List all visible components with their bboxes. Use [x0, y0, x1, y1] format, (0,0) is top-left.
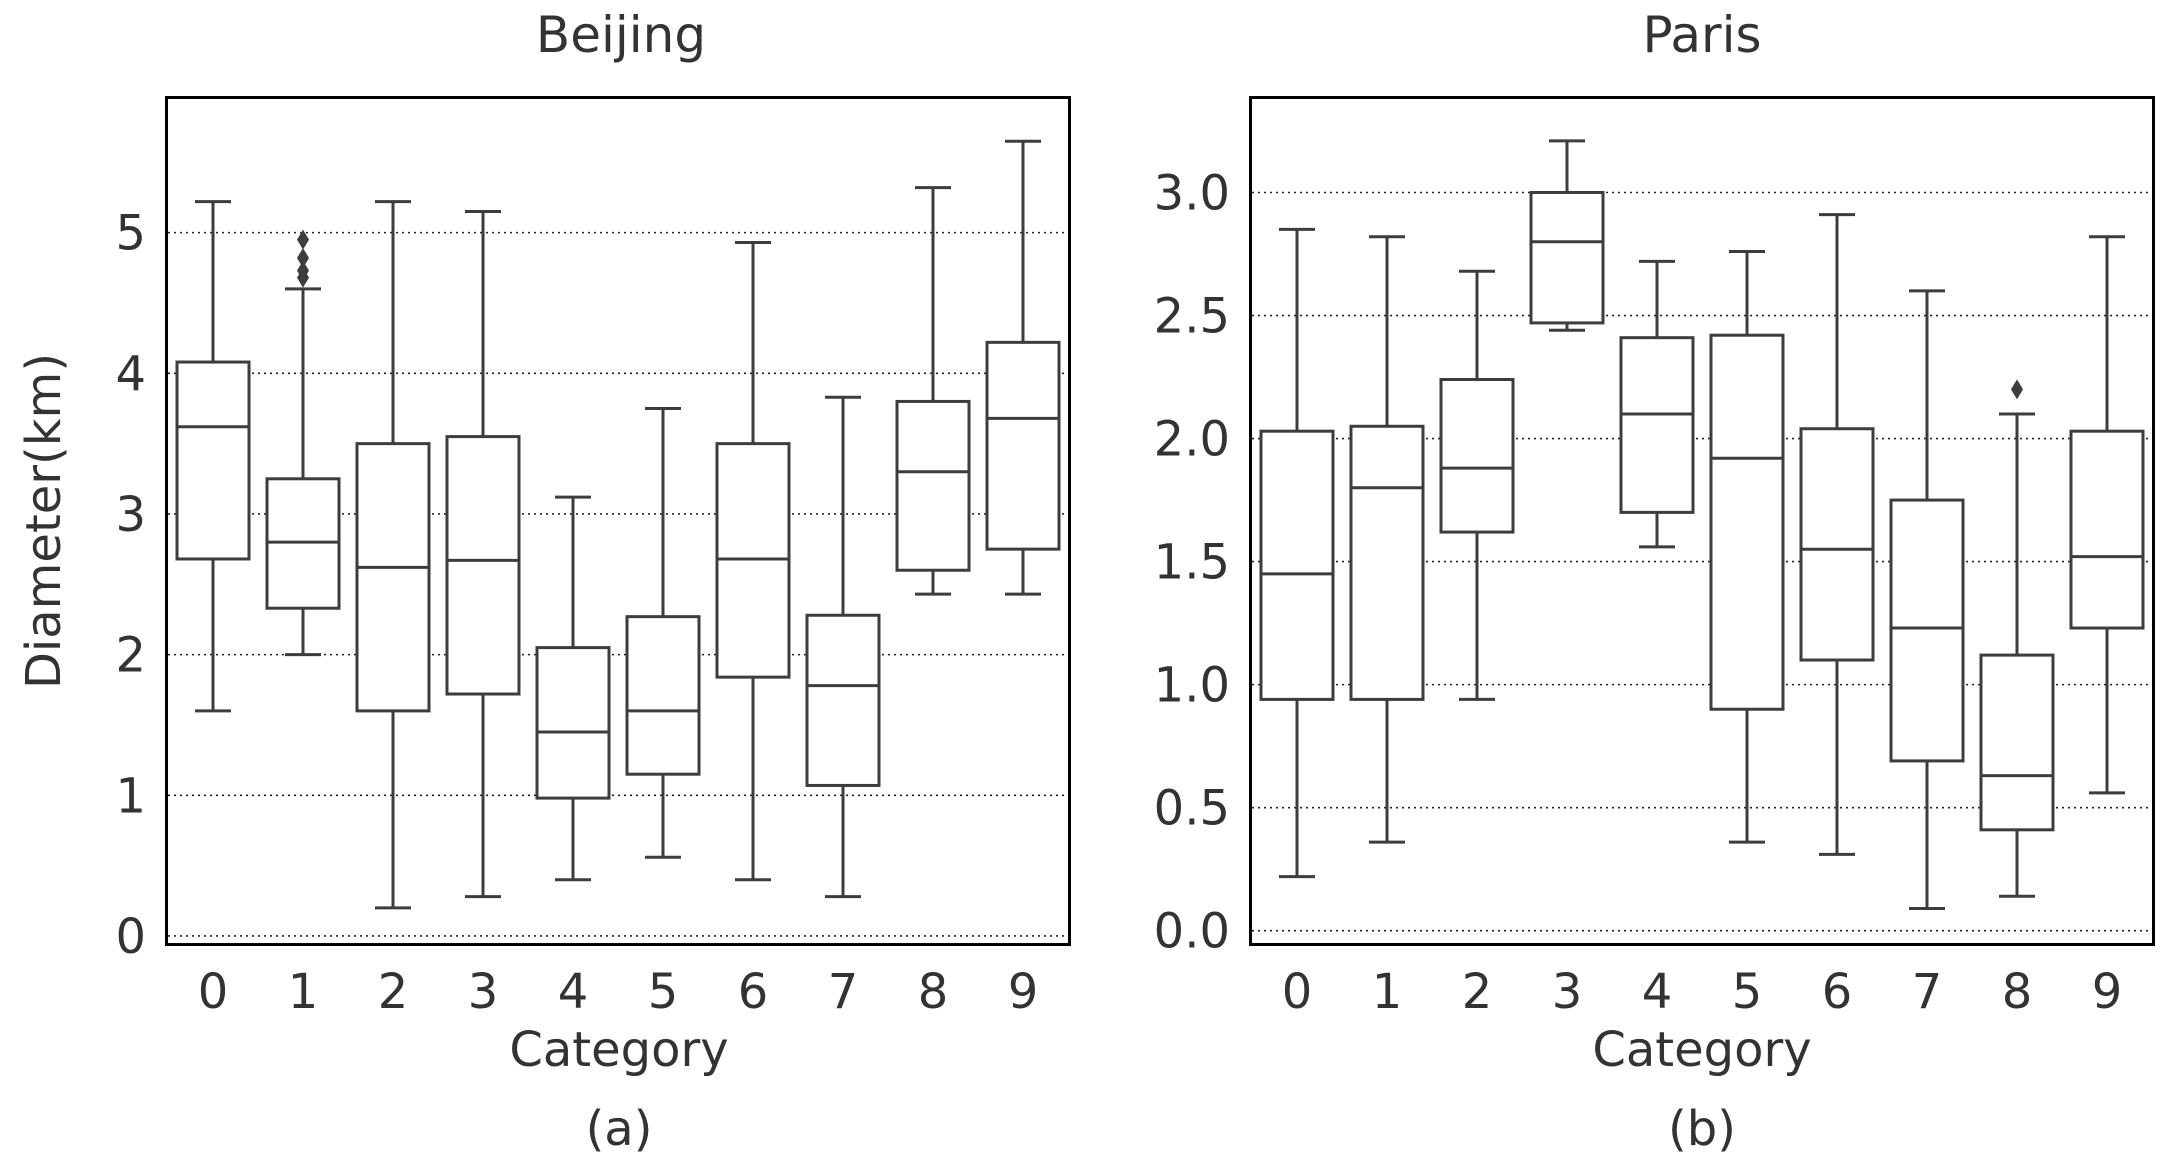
box-category-3 [1529, 139, 1605, 332]
y-tick-label: 1 [115, 768, 146, 824]
box-category-0 [1259, 227, 1335, 879]
y-tick-label: 3.0 [1154, 166, 1230, 222]
outlier-marker [297, 229, 309, 250]
y-tick-label: 2.5 [1154, 289, 1230, 345]
box-category-7 [1889, 289, 1965, 911]
y-tick-label: 0.5 [1154, 781, 1230, 837]
iqr-box [1349, 424, 1425, 701]
chart-title-paris: Paris [1642, 6, 1761, 64]
box-category-6 [715, 240, 791, 882]
outlier-marker [297, 260, 309, 281]
outlier-marker [2011, 379, 2023, 400]
caption-beijing: (a) [586, 1101, 653, 1157]
box-category-7 [805, 395, 881, 899]
iqr-box [1619, 336, 1695, 514]
y-tick-label: 1.5 [1154, 535, 1230, 591]
plot-frame-paris [1249, 96, 2155, 946]
x-tick-label: 5 [1732, 964, 1763, 1020]
iqr-box [2069, 429, 2145, 630]
x-tick-label: 5 [648, 964, 679, 1020]
x-tick-label: 7 [1912, 964, 1943, 1020]
y-axis-label-beijing: Diameter(km) [16, 353, 72, 689]
iqr-box [1979, 653, 2055, 832]
box-category-6 [1799, 213, 1875, 856]
box-category-1 [1349, 235, 1425, 844]
x-ticks-beijing: 0 1 2 3 4 5 6 7 8 9 [198, 964, 1039, 1020]
iqr-box [1259, 429, 1335, 701]
y-ticks-beijing: 0 1 2 3 4 5 [115, 206, 146, 965]
x-tick-label: 6 [738, 964, 769, 1020]
x-tick-label: 3 [1552, 964, 1583, 1020]
box-category-9 [985, 139, 1061, 596]
x-tick-label: 1 [288, 964, 319, 1020]
panel-beijing: Beijing 0 1 2 3 4 5 0 1 2 3 4 5 6 7 8 9 Diameter(km) C… [16, 6, 1071, 1157]
y-tick-label: 3 [115, 487, 146, 543]
x-tick-label: 2 [378, 964, 409, 1020]
iqr-box [1439, 378, 1515, 534]
x-tick-label: 6 [1822, 964, 1853, 1020]
box-category-8 [1979, 379, 2055, 898]
x-tick-label: 9 [2092, 964, 2123, 1020]
box-category-2 [1439, 269, 1515, 701]
iqr-box [1799, 427, 1875, 662]
x-tick-label: 8 [2002, 964, 2033, 1020]
iqr-box [1529, 191, 1605, 325]
iqr-box [355, 442, 431, 713]
x-tick-label: 1 [1372, 964, 1403, 1020]
x-tick-label: 4 [558, 964, 589, 1020]
box-category-5 [1709, 250, 1785, 844]
iqr-box [895, 399, 971, 572]
x-axis-label-paris: Category [1592, 1022, 1811, 1078]
box-category-2 [355, 200, 431, 910]
chart-title-beijing: Beijing [536, 6, 706, 64]
y-ticks-paris: 0.0 0.5 1.0 1.5 2.0 2.5 3.0 [1154, 166, 1230, 960]
iqr-box [1709, 333, 1785, 711]
outlier-marker [297, 247, 309, 268]
boxes-paris [1259, 139, 2145, 911]
box-category-4 [535, 495, 611, 882]
iqr-box [985, 340, 1061, 551]
box-category-1 [265, 229, 341, 657]
caption-paris: (b) [1668, 1101, 1736, 1157]
panel-paris: Paris 0.0 0.5 1.0 1.5 2.0 2.5 3.0 0 1 2 3 4 5 6 7 8 9 C… [1154, 6, 2155, 1157]
box-category-4 [1619, 259, 1695, 549]
iqr-box [175, 360, 251, 561]
y-tick-label: 4 [115, 346, 146, 402]
y-tick-label: 1.0 [1154, 658, 1230, 714]
box-category-8 [895, 186, 971, 596]
plot-frame-beijing [165, 96, 1071, 946]
box-category-5 [625, 406, 701, 859]
iqr-box [805, 613, 881, 787]
y-tick-label: 2 [115, 628, 146, 684]
box-category-0 [175, 200, 251, 713]
x-tick-label: 2 [1462, 964, 1493, 1020]
box-category-3 [445, 210, 521, 899]
x-ticks-paris: 0 1 2 3 4 5 6 7 8 9 [1282, 964, 2123, 1020]
x-tick-label: 7 [828, 964, 859, 1020]
box-category-9 [2069, 235, 2145, 795]
x-tick-label: 3 [468, 964, 499, 1020]
x-tick-label: 8 [918, 964, 949, 1020]
iqr-box [445, 435, 521, 696]
y-tick-label: 0.0 [1154, 904, 1230, 960]
x-tick-label: 9 [1008, 964, 1039, 1020]
x-tick-label: 0 [1282, 964, 1313, 1020]
y-tick-label: 5 [115, 206, 146, 262]
iqr-box [1889, 498, 1965, 763]
iqr-box [535, 646, 611, 800]
y-tick-label: 0 [115, 909, 146, 965]
boxes-beijing [175, 139, 1061, 910]
iqr-box [625, 615, 701, 776]
x-axis-label-beijing: Category [509, 1022, 728, 1078]
x-tick-label: 4 [1642, 964, 1673, 1020]
x-tick-label: 0 [198, 964, 229, 1020]
y-tick-label: 2.0 [1154, 412, 1230, 468]
